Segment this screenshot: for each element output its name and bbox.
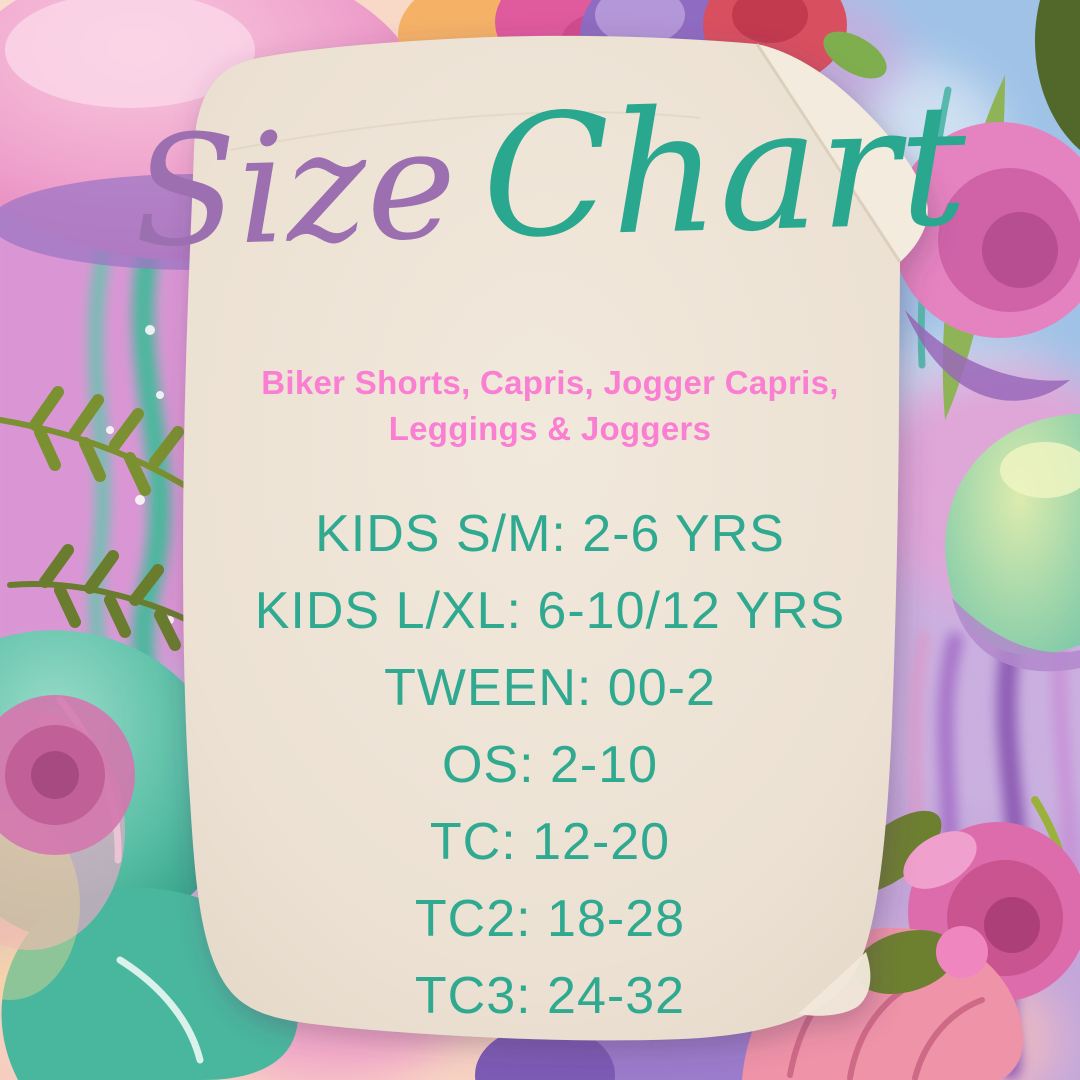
size-entry-tween: TWEEN: 00-2	[384, 659, 716, 717]
paper-content: Size Chart Biker Shorts, Capris, Jogger …	[131, 0, 969, 1080]
subtitle-line-2: Leggings & Joggers	[388, 410, 712, 447]
size-entry-tc2: TC2: 18-28	[414, 890, 686, 948]
page-title: Size Chart	[131, 67, 969, 281]
size-entry-kids-sm: KIDS S/M: 2-6 YRS	[315, 505, 785, 563]
size-entry-kids-lxl: KIDS L/XL: 6-10/12 YRS	[254, 582, 846, 640]
paper-folded-corner	[757, 44, 928, 262]
title-word-chart: Chart	[479, 67, 970, 276]
fern-left-illustration	[0, 386, 228, 651]
paper-sheet	[183, 35, 928, 1041]
size-entry-tc: TC: 12-20	[429, 813, 671, 871]
subtitle-line-1: Biker Shorts, Capris, Jogger Capris,	[261, 364, 839, 401]
size-entry-os: OS: 2-10	[441, 736, 659, 794]
size-list: KIDS S/M: 2-6 YRS KIDS L/XL: 6-10/12 YRS…	[185, 496, 915, 1035]
size-entry-tc3: TC3: 24-32	[414, 967, 686, 1025]
title-word-size: Size	[131, 95, 459, 281]
subtitle: Biker Shorts, Capris, Jogger Capris, Leg…	[185, 360, 915, 452]
paper-bottom-fold	[798, 952, 871, 1016]
top-right-flora-illustration	[892, 0, 1080, 420]
